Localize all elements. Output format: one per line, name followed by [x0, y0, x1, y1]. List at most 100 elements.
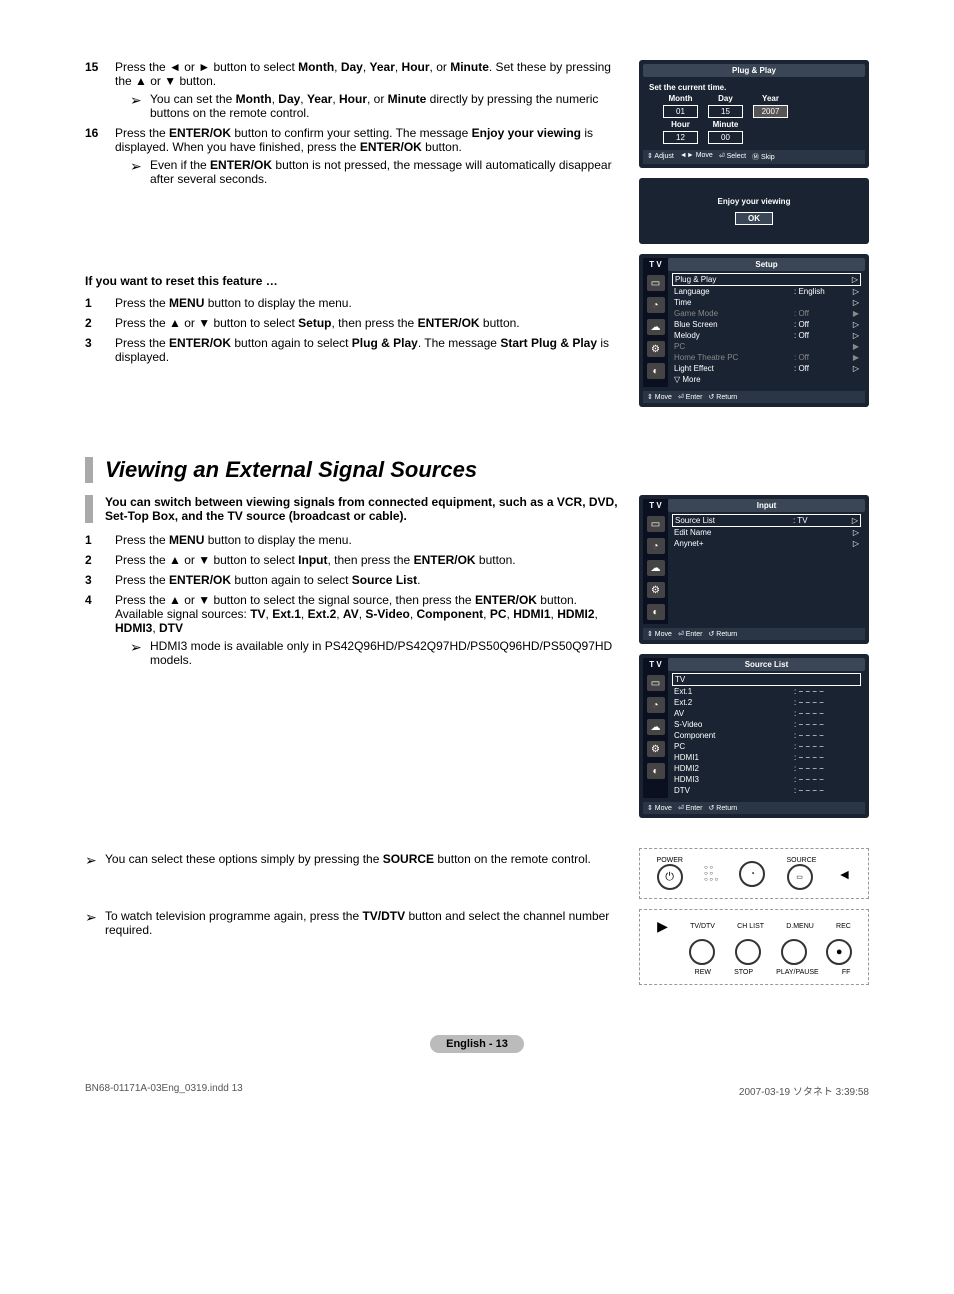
note-arrow-icon: ➢: [130, 92, 150, 120]
chlist-icon: [735, 939, 761, 965]
osd-row: AV: − − − −: [672, 708, 861, 719]
osd-input: T VInput ▭◔☁⚙◐ Source List: TV▷Edit Name…: [639, 495, 869, 644]
enjoy-msg: Enjoy your viewing OK: [643, 182, 865, 240]
menu-icon: ◔: [647, 297, 665, 313]
time-labels: Hour Minute: [643, 120, 865, 129]
step-num: 3: [85, 336, 115, 364]
note: ➢You can set the Month, Day, Year, Hour,…: [130, 92, 619, 120]
remote-playback: ▶ TV/DTV CH LIST D.MENU REC ● REW STOP P…: [639, 909, 869, 985]
step-body: Press the MENU button to display the men…: [115, 296, 619, 310]
osd-row: Plug & Play▷: [672, 273, 861, 286]
tv-label: T V: [643, 258, 668, 271]
osd-setup: T VSetup ▭◔☁⚙◐ Plug & Play▷Language: Eng…: [639, 254, 869, 407]
osd-title: Input: [668, 499, 865, 512]
top-left: 15Press the ◄ or ► button to select Mont…: [85, 60, 619, 254]
main-left: You can switch between viewing signals f…: [85, 495, 619, 828]
main-section: You can switch between viewing signals f…: [85, 495, 869, 828]
menu-icon: ▭: [647, 675, 665, 691]
tv-label: T V: [643, 658, 668, 671]
step-num: 3: [85, 573, 115, 587]
step-num: 16: [85, 126, 115, 186]
menu-icon: ◔: [647, 697, 665, 713]
step-num: 1: [85, 296, 115, 310]
step-body: Press the ▲ or ▼ button to select the si…: [115, 593, 619, 667]
bn-left: ➢ You can select these options simply by…: [85, 848, 619, 995]
menu-icon: ☁: [647, 719, 665, 735]
reset-left: If you want to reset this feature … 1Pre…: [85, 254, 619, 417]
date-labels: Month Day Year: [643, 94, 865, 103]
osd-row: Light Effect: Off▷: [672, 363, 861, 374]
osd-row: ▽ More: [672, 374, 861, 385]
menu-icon: ⚙: [647, 341, 665, 357]
osd-row: HDMI3: − − − −: [672, 774, 861, 785]
osd-title: Setup: [668, 258, 865, 271]
osd-row: Component: − − − −: [672, 730, 861, 741]
menu-icon: ⚙: [647, 741, 665, 757]
power-icon: ⏻: [657, 864, 683, 890]
tv-icon: ◔: [739, 861, 765, 887]
bottom-note-1: ➢ You can select these options simply by…: [85, 852, 619, 869]
osd-row: PC: − − − −: [672, 741, 861, 752]
main-title: Viewing an External Signal Sources: [85, 457, 869, 483]
menu-icon: ▭: [647, 275, 665, 291]
step: 1Press the MENU button to display the me…: [85, 533, 619, 547]
step: 15Press the ◄ or ► button to select Mont…: [85, 60, 619, 120]
osd-row: Game Mode: Off▶: [672, 308, 861, 319]
osd-sub: Set the current time.: [643, 81, 865, 94]
rec-icon: ●: [826, 939, 852, 965]
osd-row: Blue Screen: Off▷: [672, 319, 861, 330]
step-body: Press the ENTER/OK button to confirm you…: [115, 126, 619, 186]
step-body: Press the ▲ or ▼ button to select Input,…: [115, 553, 619, 567]
reset-right: T VSetup ▭◔☁⚙◐ Plug & Play▷Language: Eng…: [639, 254, 869, 417]
osd-plug-play: Plug & Play Set the current time. Month …: [639, 60, 869, 168]
note-arrow-icon: ➢: [85, 909, 105, 937]
bn-right: POWER ⏻ ○ ○○ ○○ ○ ○ ◔ SOURCE ▭ ◄ ▶ TV/DT…: [639, 848, 869, 995]
osd-row: HDMI2: − − − −: [672, 763, 861, 774]
osd-row: Time▷: [672, 297, 861, 308]
step-body: Press the MENU button to display the men…: [115, 533, 619, 547]
bottom-notes: ➢ You can select these options simply by…: [85, 848, 869, 995]
osd-footer: ⇕ Move⏎ Enter↺ Return: [643, 802, 865, 814]
osd-row: HDMI1: − − − −: [672, 752, 861, 763]
osd-icons: ▭ ◔ ☁ ⚙ ◐: [643, 512, 668, 624]
step: 16Press the ENTER/OK button to confirm y…: [85, 126, 619, 186]
osd-row: Home Theatre PC: Off▶: [672, 352, 861, 363]
osd-footer: ⇕ Move⏎ Enter↺ Return: [643, 391, 865, 403]
tv-label: T V: [643, 499, 668, 512]
remote-power-source: POWER ⏻ ○ ○○ ○○ ○ ○ ◔ SOURCE ▭ ◄: [639, 848, 869, 899]
menu-icon: ◐: [647, 763, 665, 779]
menu-icon: ▭: [647, 516, 665, 532]
step: 3Press the ENTER/OK button again to sele…: [85, 336, 619, 364]
osd-row: Ext.1: − − − −: [672, 686, 861, 697]
osd-row: TV: [672, 673, 861, 686]
step: 1Press the MENU button to display the me…: [85, 296, 619, 310]
intro: You can switch between viewing signals f…: [85, 495, 619, 523]
step: 3Press the ENTER/OK button again to sele…: [85, 573, 619, 587]
step-num: 15: [85, 60, 115, 120]
page-label: English - 13: [430, 1035, 524, 1053]
osd-row: PC▶: [672, 341, 861, 352]
osd-row: Edit Name▷: [672, 527, 861, 538]
osd-title: Source List: [668, 658, 865, 671]
menu-icon: ☁: [647, 319, 665, 335]
step-body: Press the ENTER/OK button again to selec…: [115, 336, 619, 364]
menu-icon: ☁: [647, 560, 665, 576]
menu-icon: ⚙: [647, 582, 665, 598]
time-boxes: 12 00: [643, 129, 865, 146]
doc-meta: BN68-01171A-03Eng_0319.indd 13 2007-03-1…: [85, 1083, 869, 1098]
tvbtn-icon: [689, 939, 715, 965]
step-body: Press the ENTER/OK button again to selec…: [115, 573, 619, 587]
menu-icon: ◔: [647, 538, 665, 554]
osd-row: Language: English▷: [672, 286, 861, 297]
step: 4Press the ▲ or ▼ button to select the s…: [85, 593, 619, 667]
menu-icon: ◐: [647, 604, 665, 620]
top-right: Plug & Play Set the current time. Month …: [639, 60, 869, 254]
step: 2Press the ▲ or ▼ button to select Input…: [85, 553, 619, 567]
osd-row: Anynet+▷: [672, 538, 861, 549]
note-arrow-icon: ➢: [130, 158, 150, 186]
osd-row: Melody: Off▷: [672, 330, 861, 341]
page-footer: English - 13: [85, 1035, 869, 1053]
osd-row: S-Video: − − − −: [672, 719, 861, 730]
source-icon: ▭: [787, 864, 813, 890]
osd-footer: ⇕ Adjust ◄► Move ⏎ Select Ⓜ Skip: [643, 150, 865, 164]
